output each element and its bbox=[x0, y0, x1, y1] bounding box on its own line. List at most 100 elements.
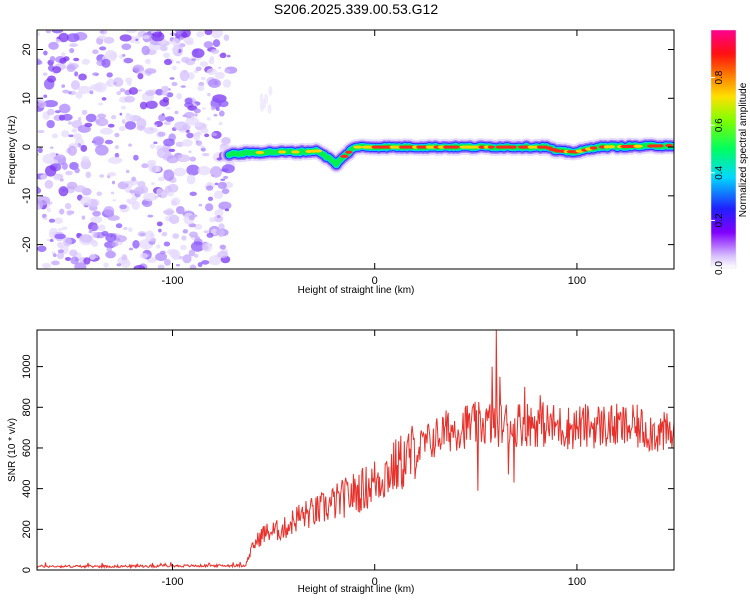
noise-speckle bbox=[204, 133, 210, 138]
noise-speckle bbox=[115, 223, 123, 229]
signal-core bbox=[607, 145, 616, 149]
noise-speckle bbox=[74, 262, 87, 269]
noise-speckle bbox=[154, 124, 158, 127]
noise-speckle bbox=[125, 113, 134, 122]
noise-speckle bbox=[137, 181, 146, 188]
noise-speckle bbox=[202, 153, 210, 157]
noise-speckle bbox=[218, 100, 229, 108]
noise-speckle bbox=[171, 197, 181, 206]
noise-speckle bbox=[37, 101, 47, 108]
noise-speckle bbox=[165, 116, 175, 122]
noise-speckle bbox=[121, 105, 127, 110]
noise-speckle bbox=[189, 264, 197, 269]
noise-speckle bbox=[196, 31, 205, 38]
noise-speckle bbox=[206, 68, 217, 75]
noise-speckle bbox=[201, 107, 207, 110]
noise-speckle bbox=[48, 218, 56, 223]
noise-speckle bbox=[54, 233, 66, 240]
noise-speckle bbox=[68, 134, 74, 138]
noise-speckle bbox=[202, 245, 209, 251]
noise-speckle bbox=[37, 129, 45, 134]
noise-speckle bbox=[163, 169, 175, 181]
noise-speckle bbox=[78, 73, 87, 81]
signal-core bbox=[665, 144, 673, 148]
noise-speckle bbox=[51, 260, 60, 266]
signal-core bbox=[278, 150, 287, 154]
noise-speckle bbox=[176, 154, 191, 163]
snr-x-label: Height of straight line (km) bbox=[298, 584, 415, 595]
noise-speckle bbox=[222, 79, 232, 88]
noise-speckle bbox=[91, 224, 99, 231]
noise-speckle bbox=[126, 198, 131, 203]
noise-speckle bbox=[151, 31, 165, 42]
noise-speckle bbox=[114, 152, 120, 158]
noise-speckle bbox=[172, 254, 181, 261]
noise-speckle bbox=[158, 228, 162, 233]
noise-speckle bbox=[213, 114, 218, 117]
noise-speckle bbox=[107, 123, 115, 128]
signal-band bbox=[221, 137, 674, 173]
colorbar-tick-label: 0.6 bbox=[714, 118, 725, 132]
noise-speckle bbox=[217, 215, 221, 219]
noise-speckle bbox=[214, 71, 225, 80]
noise-speckle bbox=[186, 174, 196, 185]
noise-speckle bbox=[139, 252, 148, 259]
noise-speckle bbox=[208, 58, 215, 65]
noise-speckle bbox=[61, 113, 73, 121]
noise-speckle bbox=[66, 210, 73, 216]
noise-speckle bbox=[125, 30, 137, 34]
y-tick-label: 10 bbox=[21, 92, 33, 104]
noise-speckle bbox=[70, 256, 79, 265]
noise-speckle bbox=[224, 69, 231, 74]
noise-speckle bbox=[61, 84, 66, 88]
noise-speckle bbox=[163, 121, 171, 126]
noise-speckle bbox=[161, 231, 168, 237]
noise-speckle bbox=[172, 233, 180, 239]
noise-speckle bbox=[145, 89, 156, 97]
noise-speckle bbox=[66, 64, 76, 72]
noise-speckle bbox=[208, 78, 221, 89]
noise-speckle bbox=[51, 133, 59, 139]
noise-speckle bbox=[49, 55, 56, 62]
noise-speckle bbox=[59, 178, 64, 182]
noise-speckle bbox=[144, 58, 151, 65]
noise-speckle bbox=[51, 30, 64, 34]
noise-speckle bbox=[42, 217, 48, 220]
noise-speckle bbox=[128, 247, 134, 251]
noise-speckle bbox=[156, 147, 171, 159]
noise-speckle bbox=[141, 163, 149, 169]
noise-speckle bbox=[174, 121, 189, 131]
noise-speckle bbox=[210, 166, 223, 178]
noise-speckle bbox=[43, 94, 48, 99]
noise-speckle bbox=[99, 174, 105, 178]
snr-y-axis: 0 200 400 600 800 1000 bbox=[21, 354, 674, 573]
noise-speckle bbox=[143, 126, 158, 134]
noise-speckle bbox=[83, 257, 91, 265]
noise-speckle bbox=[103, 206, 115, 216]
signal-core bbox=[340, 154, 349, 158]
noise-speckle bbox=[55, 38, 61, 43]
noise-speckle bbox=[201, 260, 210, 265]
noise-speckle bbox=[112, 199, 116, 202]
noise-speckle bbox=[99, 30, 105, 34]
noise-speckle bbox=[151, 182, 155, 186]
noise-speckle bbox=[195, 66, 202, 71]
noise-speckle bbox=[192, 48, 199, 55]
noise-speckle bbox=[218, 121, 223, 126]
colorbar-label: Normalized spectral amplitude bbox=[738, 82, 749, 217]
colorbar: 0.0 0.2 0.4 0.6 0.8 Normalized spectral ampl… bbox=[710, 29, 749, 275]
noise-speckle bbox=[167, 191, 174, 197]
noise-speckle bbox=[134, 186, 145, 195]
noise-speckle bbox=[197, 166, 211, 176]
noise-speckle bbox=[169, 77, 175, 80]
noise-speckle bbox=[264, 93, 269, 104]
noise-speckle bbox=[206, 232, 214, 238]
noise-speckle bbox=[131, 200, 140, 211]
signal-core bbox=[589, 146, 598, 150]
noise-speckle bbox=[148, 164, 160, 173]
signal-core bbox=[633, 144, 643, 148]
noise-speckle bbox=[74, 71, 79, 77]
noise-speckle bbox=[169, 214, 180, 225]
noise-speckle bbox=[89, 228, 93, 233]
noise-speckle bbox=[73, 57, 80, 62]
